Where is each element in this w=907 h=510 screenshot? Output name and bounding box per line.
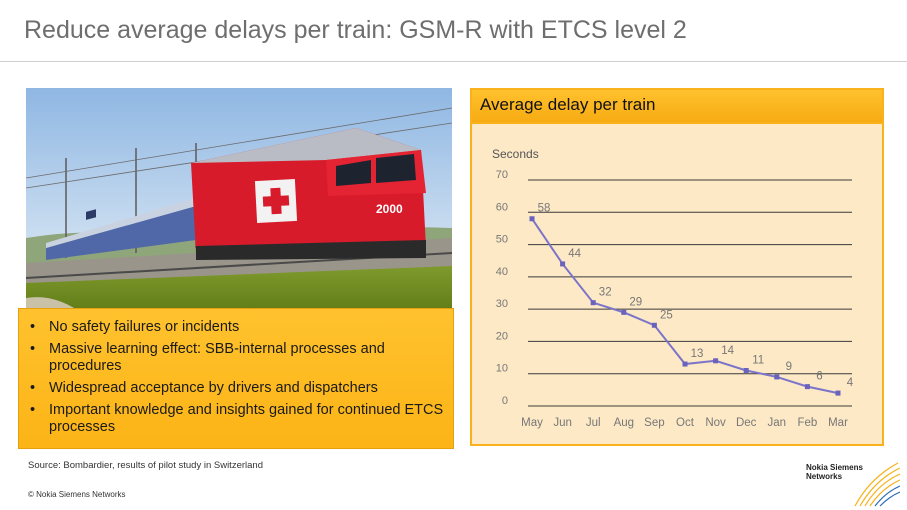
x-tick-label: Dec (736, 417, 757, 429)
y-tick-label: 20 (496, 330, 508, 342)
slide-title: Reduce average delays per train: GSM-R w… (24, 16, 687, 44)
x-tick-label: Nov (705, 417, 726, 429)
bullet-item: Important knowledge and insights gained … (30, 402, 445, 436)
data-label: 44 (568, 248, 581, 260)
chart-title: Average delay per train (480, 95, 656, 114)
x-tick-label: Jul (586, 417, 601, 429)
data-label: 58 (538, 203, 551, 215)
locomotive-number: 2000 (376, 202, 403, 216)
data-point (529, 216, 535, 222)
data-label: 9 (786, 361, 792, 373)
y-tick-label: 60 (496, 201, 508, 213)
bullet-list: No safety failures or incidents Massive … (19, 309, 453, 436)
chart-panel: Average delay per train Seconds 0 10 20 30 40… (470, 88, 884, 446)
line-chart: Seconds 0 10 20 30 40 50 60 70 May Jun Jul Aug Sep Oct… (492, 147, 854, 429)
x-tick-label: Aug (614, 417, 634, 429)
bullet-item: Widespread acceptance by drivers and dis… (30, 380, 445, 397)
data-point (651, 322, 657, 328)
logo-text: Nokia Siemens Networks (806, 463, 863, 481)
data-label: 32 (599, 287, 612, 299)
data-point (713, 358, 719, 364)
company-logo (854, 462, 900, 507)
data-label: 14 (721, 345, 734, 357)
data-point (835, 390, 841, 396)
y-tick-label: 50 (496, 234, 508, 246)
x-tick-label: Sep (644, 417, 664, 429)
y-tick-label: 10 (496, 363, 508, 375)
data-point (774, 374, 780, 380)
data-point (743, 367, 749, 373)
data-point (804, 384, 810, 390)
x-tick-label: Feb (797, 417, 817, 429)
bullet-item: Massive learning effect: SBB-internal pr… (30, 341, 445, 375)
copyright-note: © Nokia Siemens Networks (28, 490, 126, 499)
title-divider (0, 61, 907, 62)
data-point (621, 309, 627, 315)
x-tick-label: Oct (676, 417, 695, 429)
source-note: Source: Bombardier, results of pilot stu… (28, 460, 263, 471)
x-tick-label: Jun (553, 417, 572, 429)
bullet-item: No safety failures or incidents (30, 319, 445, 336)
data-point (590, 300, 596, 306)
key-results-box: No safety failures or incidents Massive … (18, 308, 454, 449)
y-axis-label: Seconds (492, 147, 539, 161)
data-point (560, 261, 566, 267)
x-tick-label: Mar (828, 417, 848, 429)
y-tick-label: 30 (496, 298, 508, 310)
chart-header: Average delay per train (472, 90, 882, 124)
data-label: 29 (629, 296, 642, 308)
data-label: 6 (816, 371, 822, 383)
y-tick-label: 70 (496, 169, 508, 181)
x-tick-label: May (521, 417, 543, 429)
data-point (682, 361, 688, 367)
y-tick-label: 0 (502, 395, 508, 407)
x-tick-label: Jan (768, 417, 787, 429)
data-label: 11 (752, 354, 764, 366)
y-tick-label: 40 (496, 266, 508, 278)
data-label: 25 (660, 309, 673, 321)
data-label: 13 (691, 348, 704, 360)
train-photo: 2000 (26, 88, 452, 316)
data-label: 4 (847, 377, 854, 389)
